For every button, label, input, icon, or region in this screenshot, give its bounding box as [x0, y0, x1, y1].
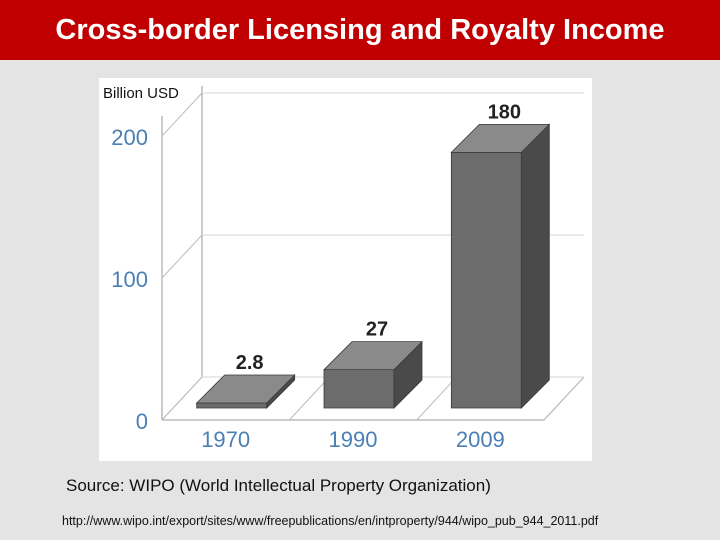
- source-url: http://www.wipo.int/export/sites/www/fre…: [62, 514, 599, 528]
- bar-front-face: [196, 402, 268, 409]
- wall-grid-line: [161, 234, 203, 279]
- bar-1970: [195, 374, 296, 409]
- bar-top-face: [450, 124, 551, 153]
- bar-value-label: 27: [366, 319, 388, 341]
- bar-1990: [323, 340, 423, 409]
- slide-title: Cross-border Licensing and Royalty Incom…: [55, 13, 665, 46]
- chart-labels: 0 100 200 Billion USD 2.8 1970 27 1990 180 2009: [103, 85, 521, 452]
- wall-grid-line: [161, 376, 203, 421]
- bar-value-label: 180: [488, 101, 521, 123]
- y-tick-label: 100: [111, 267, 148, 292]
- chart-bars: [195, 123, 551, 409]
- bar-chart: 0 100 200 Billion USD 2.8 1970 27 1990 180 2009: [103, 85, 585, 452]
- title-bar: Cross-border Licensing and Royalty Incom…: [0, 0, 720, 60]
- floor-grid-line: [416, 376, 458, 421]
- floor-grid-line: [543, 376, 585, 421]
- floor-grid-line: [288, 376, 330, 421]
- y-tick-label: 0: [136, 409, 148, 434]
- wall-grid-line: [161, 92, 203, 137]
- x-tick-label: 1990: [329, 427, 378, 452]
- source-note: Source: WIPO (World Intellectual Propert…: [66, 476, 491, 495]
- bar-top-face: [195, 374, 296, 404]
- bar-2009: [450, 123, 551, 409]
- bar-front-face: [323, 369, 395, 409]
- x-tick-label: 2009: [456, 427, 505, 452]
- bar-top-face: [323, 341, 423, 371]
- x-tick-label: 1970: [201, 427, 250, 452]
- bar-value-label: 2.8: [236, 352, 264, 374]
- bar-side-face: [520, 123, 550, 409]
- bar-front-face: [450, 152, 522, 409]
- unit-label: Billion USD: [103, 85, 179, 102]
- y-tick-label: 200: [111, 125, 148, 150]
- chart-panel: 0 100 200 Billion USD 2.8 1970 27 1990 180 2009: [99, 78, 592, 461]
